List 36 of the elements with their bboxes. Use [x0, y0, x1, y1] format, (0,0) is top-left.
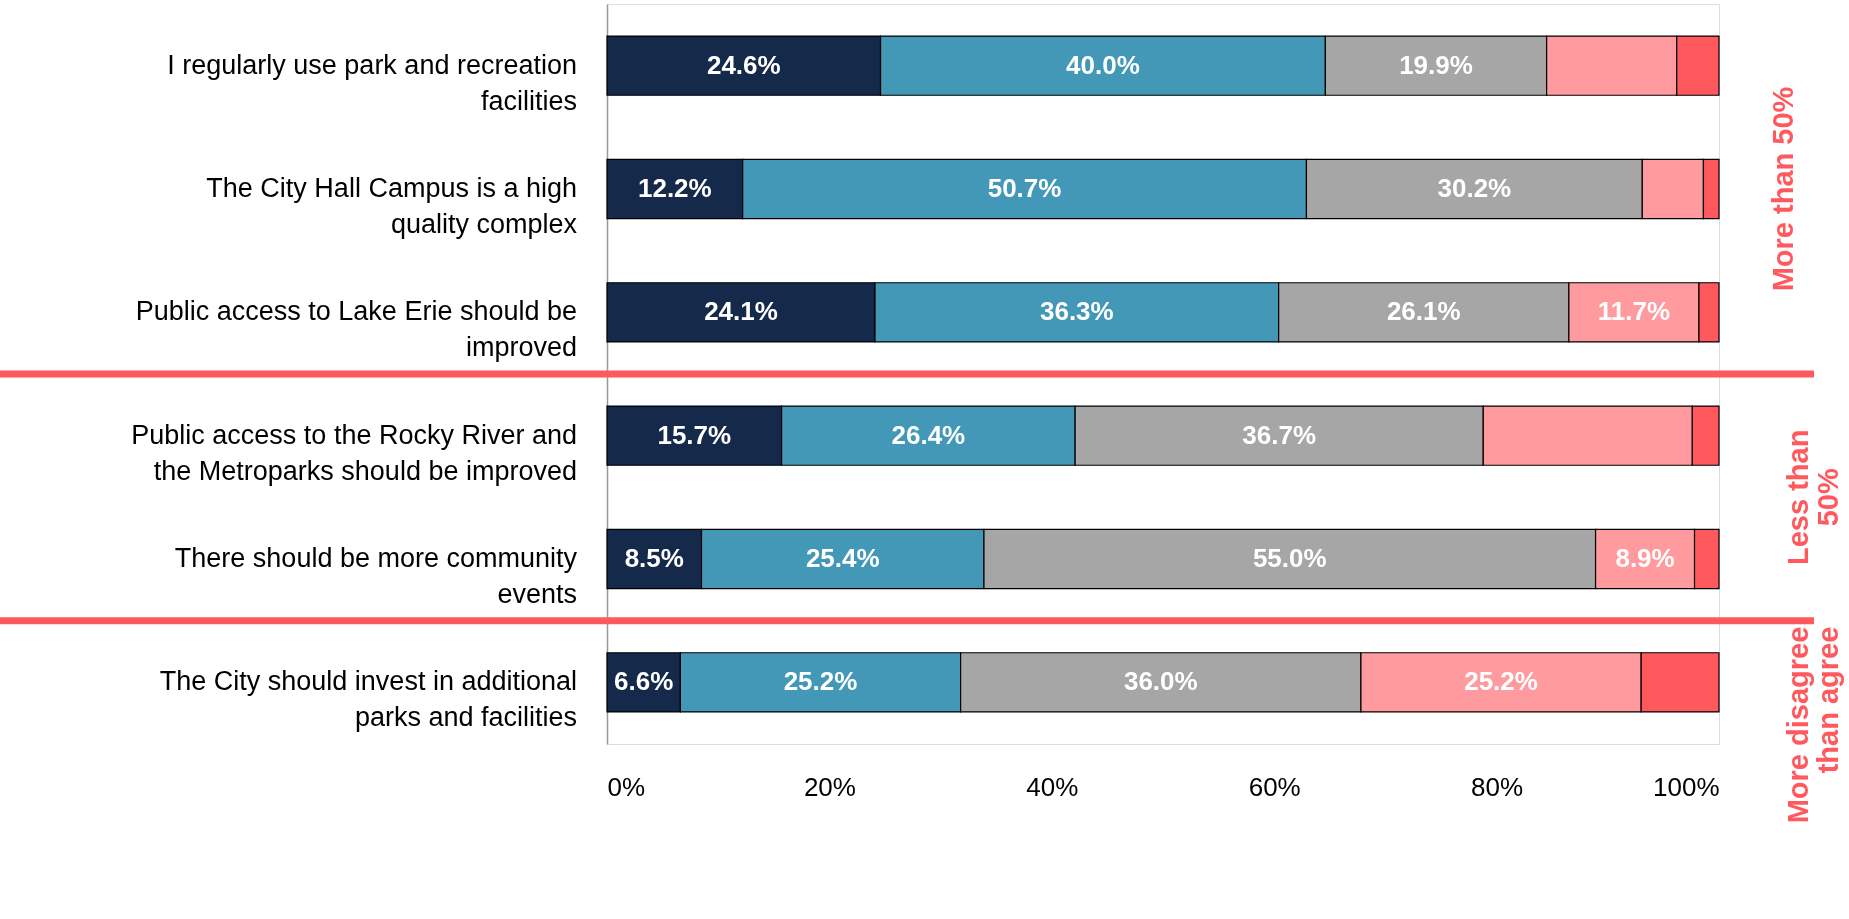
data-label: 36.0%: [1123, 666, 1198, 697]
data-label: 25.4%: [805, 543, 880, 573]
x-tick-label: 40%: [1026, 771, 1079, 802]
data-label: 19.9%: [1399, 49, 1473, 80]
data-label: 40.0%: [1066, 49, 1140, 80]
data-label: 15.7%: [657, 419, 732, 450]
text: Less than 50%: [1782, 429, 1844, 566]
data-label: 36.7%: [1242, 419, 1317, 450]
y-tick-label: The City should invest in additional parks and facilities: [159, 666, 577, 733]
y-tick-label: The City Hall Campus is a high quality complex: [206, 173, 578, 239]
data-label: 24.6%: [706, 49, 781, 80]
data-label: 36.3%: [1039, 296, 1114, 327]
x-tick-label: 20%: [803, 771, 856, 802]
data-label: 25.2%: [783, 666, 858, 697]
y-tick-label: Public access to the Rocky River and the Metroparks should be improved: [131, 419, 577, 486]
x-tick-label: 80%: [1471, 771, 1524, 802]
x-tick-label: 100%: [1653, 771, 1720, 802]
data-label: 8.9%: [1615, 543, 1675, 573]
data-label: 8.5%: [624, 543, 684, 573]
data-label: 55.0%: [1252, 543, 1327, 573]
data-label: 11.7%: [1597, 296, 1671, 327]
data-label: 25.2%: [1464, 666, 1538, 697]
data-label: 50.7%: [987, 173, 1062, 203]
text: More than 50%: [1767, 86, 1799, 292]
y-tick-label: I regularly use park and recreation facilities: [167, 49, 577, 116]
data-label: 26.1%: [1386, 296, 1461, 327]
x-tick-label: 0%: [607, 771, 646, 802]
data-label: 24.1%: [704, 296, 778, 327]
text: More disagree than agree: [1782, 626, 1844, 824]
y-tick-label: There should be more community events: [174, 543, 578, 609]
data-label: 26.4%: [891, 419, 966, 450]
data-label: 12.2%: [637, 173, 712, 203]
data-label: 30.2%: [1437, 173, 1512, 203]
x-tick-label: 60%: [1248, 771, 1301, 802]
y-tick-label: Public access to Lake Erie should be improved: [135, 296, 577, 363]
data-label: 6.6%: [614, 666, 674, 697]
